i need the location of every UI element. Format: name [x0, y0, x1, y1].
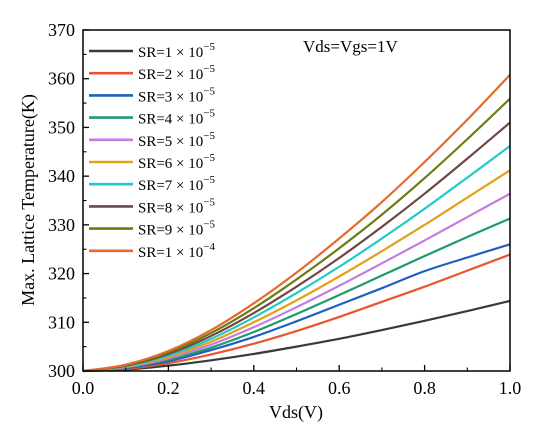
series-line-1 [82, 299, 511, 373]
y-tick-label: 370 [48, 20, 75, 40]
y-tick-label: 320 [48, 264, 75, 284]
legend-label-10: SR=1 × 10−4 [138, 241, 215, 261]
legend-label-4: SR=4 × 10−5 [138, 108, 215, 128]
x-tick-label: 0.8 [413, 378, 436, 398]
series-lines [82, 74, 511, 373]
y-tick-label: 330 [48, 215, 75, 235]
condition-annotation: Vds=Vgs=1V [303, 37, 398, 56]
y-tick-label: 310 [48, 312, 75, 332]
y-tick-label: 340 [48, 166, 75, 186]
legend-label-3: SR=3 × 10−5 [138, 85, 215, 105]
y-axis-label: Max. Lattice Temperature(K) [18, 94, 39, 306]
x-tick-label: 1.0 [499, 378, 522, 398]
legend-label-2: SR=2 × 10−5 [138, 63, 215, 83]
x-axis-label: Vds(V) [269, 402, 323, 423]
y-tick-label: 360 [48, 69, 75, 89]
y-tick-label: 300 [48, 361, 75, 381]
legend-label-1: SR=1 × 10−5 [138, 41, 215, 61]
x-tick-label: 0.6 [328, 378, 351, 398]
x-axis: 0.0 0.2 0.4 0.6 0.8 1.0 [72, 365, 522, 398]
series-line-2 [82, 253, 511, 373]
legend-label-6: SR=6 × 10−5 [138, 152, 215, 172]
series-line-10 [82, 74, 511, 373]
series-line-5 [82, 192, 511, 373]
x-tick-label: 0.0 [72, 378, 95, 398]
series-line-4 [82, 217, 511, 373]
legend-label-8: SR=8 × 10−5 [138, 196, 215, 216]
y-axis: 300 310 320 330 340 350 360 370 [48, 20, 89, 381]
legend-label-7: SR=7 × 10−5 [138, 174, 215, 194]
x-tick-label: 0.4 [243, 378, 266, 398]
legend-label-5: SR=5 × 10−5 [138, 130, 215, 150]
x-tick-label: 0.2 [157, 378, 180, 398]
series-line-3 [82, 243, 511, 373]
y-tick-label: 350 [48, 117, 75, 137]
legend: SR=1 × 10−5SR=2 × 10−5SR=3 × 10−5 SR=4 × … [89, 41, 215, 261]
legend-label-9: SR=9 × 10−5 [138, 219, 215, 239]
